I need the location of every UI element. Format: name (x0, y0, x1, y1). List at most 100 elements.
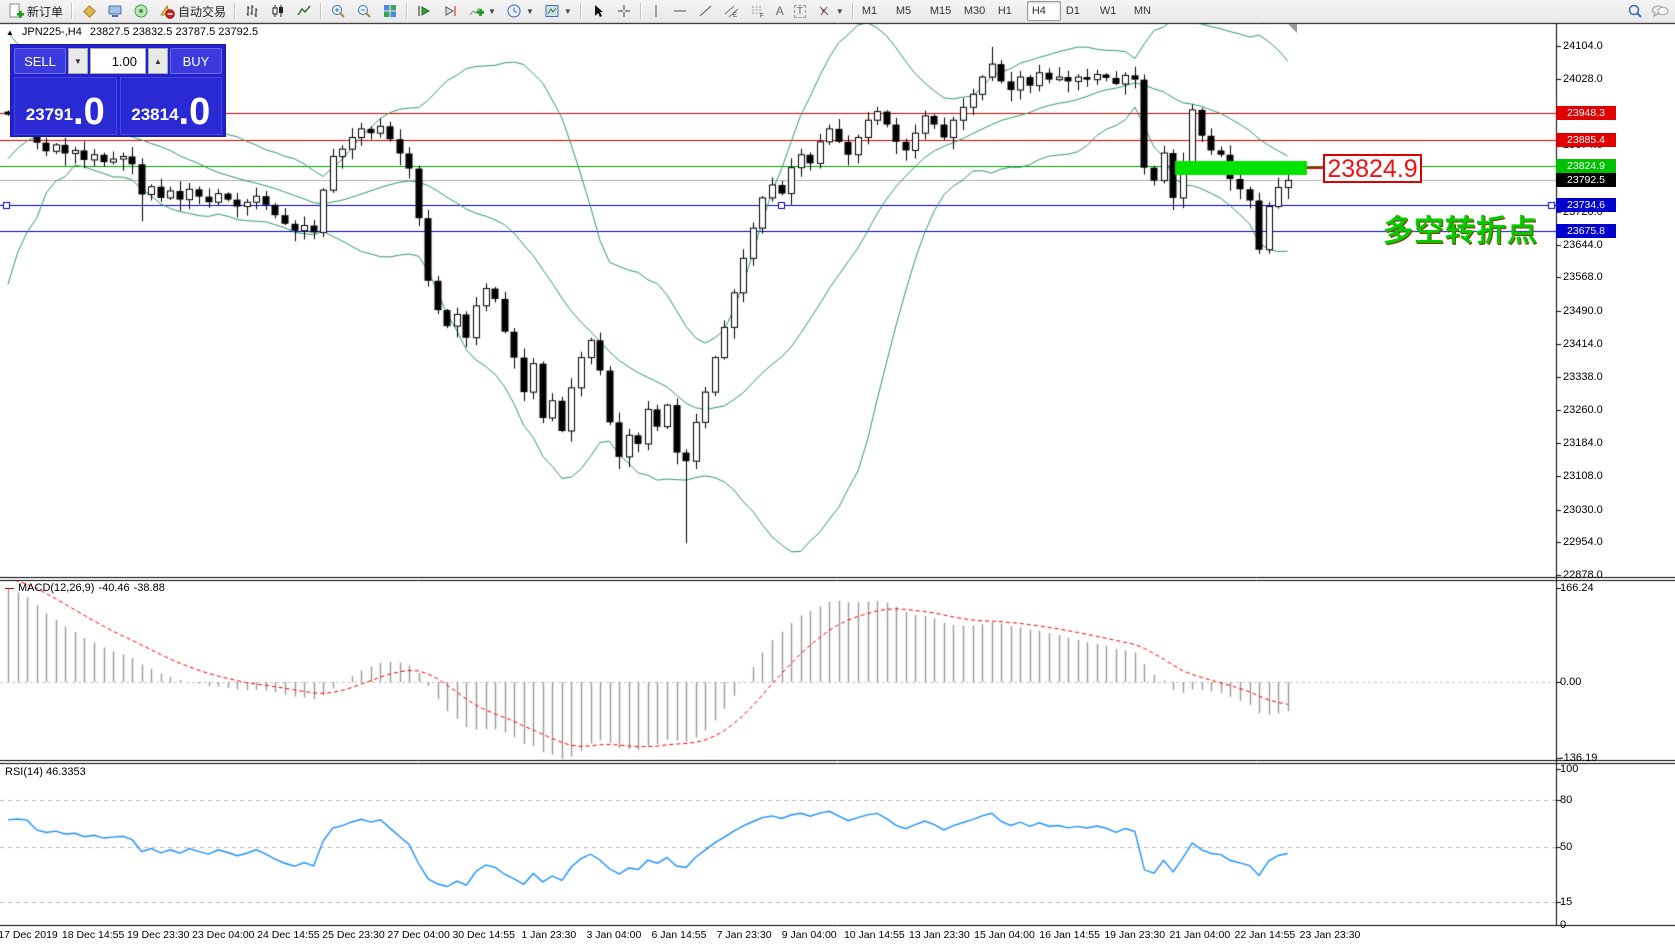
quotes-button[interactable] (76, 0, 102, 22)
price-level-badge-support[interactable]: 23734.6 (1556, 198, 1616, 213)
price-level-badge-current-price[interactable]: 23792.5 (1556, 173, 1616, 188)
signals-button[interactable] (128, 0, 154, 22)
price-callout-label[interactable]: 23824.9 (1323, 154, 1422, 183)
timeframe-h4[interactable]: H4 (1026, 1, 1061, 21)
date-axis-label[interactable]: 10 Jan 14:55 (843, 929, 905, 941)
rsi-axis-label: 100 (1560, 762, 1579, 775)
cursor-button[interactable] (585, 0, 611, 22)
date-axis-label[interactable]: 3 Jan 04:00 (586, 929, 642, 941)
price-level-badge-resistance[interactable]: 23948.3 (1556, 106, 1616, 121)
chat-icon[interactable] (1651, 3, 1669, 19)
timeframe-m1[interactable]: M1 (861, 5, 878, 17)
date-axis-label[interactable]: 25 Dec 23:30 (322, 929, 385, 941)
date-axis-label[interactable]: 27 Dec 04:00 (387, 929, 450, 941)
timeframe-mn[interactable]: MN (1133, 5, 1151, 17)
text-label-tool[interactable]: T (789, 0, 811, 22)
chart-shift-marker[interactable] (1288, 24, 1297, 33)
toolbar-separator (851, 3, 854, 19)
timeframe-m30[interactable]: M30 (963, 5, 986, 17)
toolbar-separator (320, 3, 323, 19)
date-axis-label[interactable]: 21 Jan 04:00 (1169, 929, 1231, 941)
date-axis-label[interactable]: 23 Dec 04:00 (192, 929, 255, 941)
timeframe-d1[interactable]: D1 (1065, 5, 1080, 17)
auto-scroll-button[interactable] (411, 0, 437, 22)
date-axis-label[interactable]: 23 Jan 23:30 (1299, 929, 1361, 941)
date-axis-label[interactable]: 13 Jan 23:30 (909, 929, 970, 941)
equidistant-channel-icon: E (724, 5, 739, 19)
buy-price-frac: .0 (178, 91, 211, 133)
macd-signal-sample-icon (5, 587, 14, 589)
date-axis-label[interactable]: 30 Dec 14:55 (452, 929, 515, 941)
trendline-tool[interactable] (693, 0, 719, 22)
buy-button[interactable]: BUY (170, 48, 222, 74)
volume-decrease-button[interactable]: ▼ (68, 48, 88, 74)
search-icon[interactable] (1627, 3, 1643, 19)
price-axis-tick: 23184.0 (1563, 437, 1603, 450)
indicators-button[interactable]: ▼ (463, 0, 501, 22)
toolbar-separator (234, 3, 237, 19)
price-axis-tick: 22954.0 (1563, 536, 1603, 549)
crosshair-button[interactable] (611, 0, 637, 22)
date-axis-label[interactable]: 15 Jan 04:00 (974, 929, 1035, 941)
periods-button[interactable]: ▼ (501, 0, 539, 22)
timeframe-m5[interactable]: M5 (895, 5, 912, 17)
text-tool[interactable]: A (771, 0, 789, 22)
date-axis-label[interactable]: 18 Dec 14:55 (61, 929, 125, 941)
date-axis-label[interactable]: 9 Jan 04:00 (781, 929, 837, 941)
chart-shift-button[interactable] (437, 0, 463, 22)
price-level-badge-support[interactable]: 23675.8 (1556, 223, 1616, 238)
tile-windows-button[interactable] (377, 0, 403, 22)
rsi-axis-label: 0 (1560, 919, 1567, 932)
toolbar-separator (406, 3, 409, 19)
rsi-name: RSI(14) (5, 766, 43, 778)
price-axis-tick: 23414.0 (1563, 337, 1603, 350)
line-chart-button[interactable] (291, 0, 317, 22)
volume-increase-button[interactable]: ▲ (148, 48, 168, 74)
date-axis-label[interactable]: 17 Dec 2019 (0, 929, 58, 941)
date-axis-label[interactable]: 19 Jan 23:30 (1104, 929, 1166, 941)
candlestick-chart-button[interactable] (265, 0, 291, 22)
date-axis-label[interactable]: 1 Jan 23:30 (521, 929, 577, 941)
zoom-in-button[interactable] (325, 0, 351, 22)
timeframe-w1[interactable]: W1 (1099, 5, 1117, 17)
channel-tool[interactable]: E (719, 0, 745, 22)
date-axis-label[interactable]: 7 Jan 23:30 (716, 929, 772, 941)
price-axis-tick: 23260.0 (1563, 404, 1603, 417)
templates-button[interactable]: ▼ (539, 0, 577, 22)
rsi-axis-label: 50 (1560, 841, 1573, 853)
buy-price-display[interactable]: 23814.0 (119, 77, 222, 135)
toolbar-separator (639, 3, 642, 19)
market-watch-button[interactable] (102, 0, 128, 22)
sell-price-frac: .0 (73, 91, 105, 133)
price-level-badge-pivot[interactable]: 23824.9 (1556, 159, 1616, 174)
vertical-line-tool[interactable] (645, 0, 667, 22)
macd-axis-label: 0.00 (1560, 676, 1582, 688)
sell-price-display[interactable]: 23791.0 (14, 77, 117, 135)
date-axis-label[interactable]: 22 Jan 14:55 (1234, 929, 1296, 941)
fibonacci-tool[interactable]: F (745, 0, 771, 22)
timeframe-h1[interactable]: H1 (997, 5, 1012, 17)
template-icon (545, 5, 559, 17)
price-axis-tick: 23568.0 (1563, 271, 1603, 284)
price-level-badge-resistance[interactable]: 23885.4 (1556, 133, 1616, 148)
sell-button[interactable]: SELL (14, 48, 66, 74)
date-axis-label[interactable]: 19 Dec 23:30 (126, 929, 190, 941)
macd-value-signal: -38.88 (133, 582, 165, 594)
collapse-triangle-icon[interactable]: ▲ (6, 27, 14, 37)
date-axis-label[interactable]: 24 Dec 14:55 (257, 929, 320, 941)
bar-chart-button[interactable] (239, 0, 265, 22)
date-axis-label[interactable]: 16 Jan 14:55 (1039, 929, 1100, 941)
timeframe-m15[interactable]: M15 (929, 5, 952, 17)
horizontal-line-tool[interactable] (667, 0, 693, 22)
arrows-tool[interactable]: ▼ (811, 0, 849, 22)
cn-annotation-text: 多空转折点 (1383, 215, 1538, 248)
zoom-out-button[interactable] (351, 0, 377, 22)
new-order-label: 新订单 (27, 4, 64, 19)
date-axis-label[interactable]: 6 Jan 14:55 (651, 929, 707, 941)
toolbar-separator (71, 3, 74, 19)
volume-input[interactable]: 1.00 (90, 48, 146, 74)
auto-trading-button[interactable]: 自动交易 (154, 0, 231, 22)
new-order-button[interactable]: 新订单 (3, 0, 68, 22)
